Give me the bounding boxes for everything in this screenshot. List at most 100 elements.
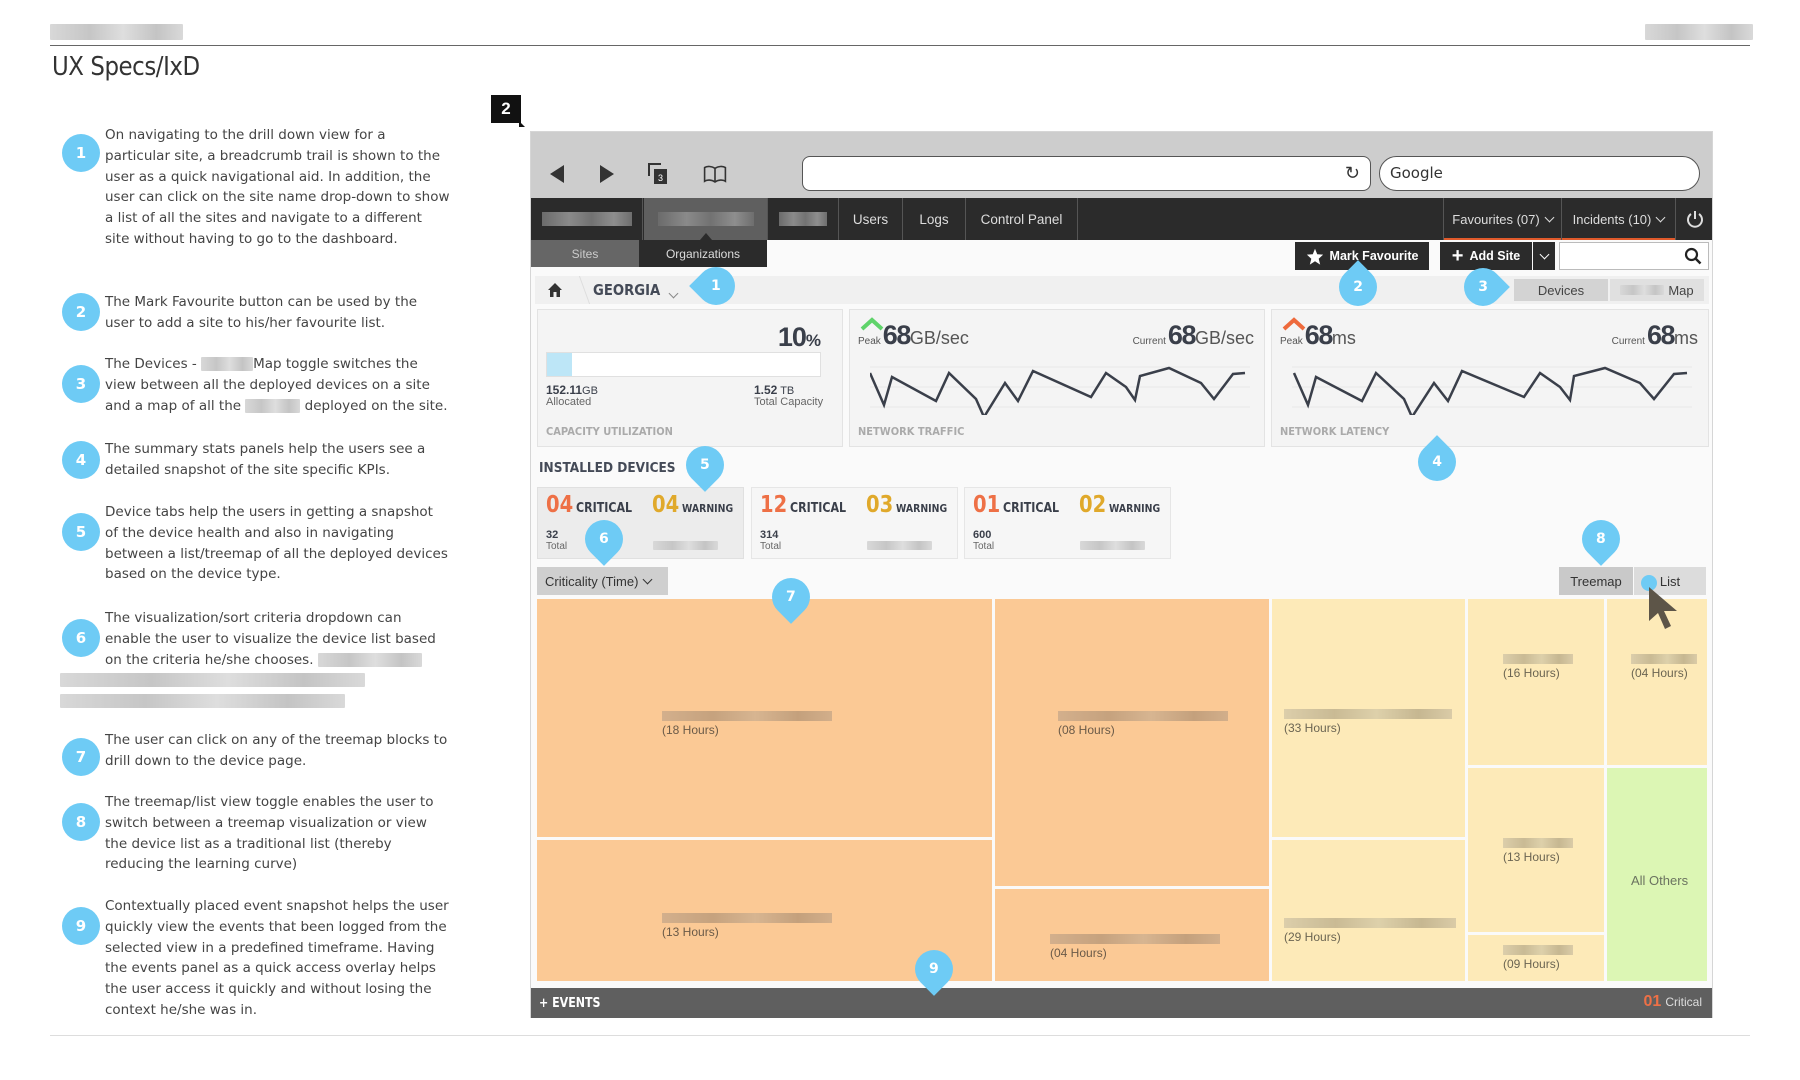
footer-divider [50, 1035, 1750, 1036]
device-tab-2[interactable]: 12 CRITICAL 03 WARNING 314 Total [751, 487, 958, 559]
criteria-label: Criticality (Time) [545, 573, 639, 589]
note-badge: 2 [62, 293, 100, 331]
nav-item-redacted-2[interactable] [644, 198, 768, 240]
treemap-cell[interactable]: (18 Hours) [537, 599, 992, 837]
events-toggle[interactable]: + EVENTS [539, 996, 601, 1011]
star-icon [1306, 248, 1323, 265]
bookmarks-icon[interactable] [703, 162, 727, 186]
add-site-button[interactable]: + Add Site [1440, 242, 1532, 270]
note-text: The visualization/sort criteria dropdown… [60, 608, 450, 712]
click-indicator [1641, 575, 1657, 591]
favourites-dropdown[interactable]: Favourites (07) [1443, 198, 1561, 240]
map-toggle[interactable]: Map [1610, 279, 1704, 301]
header-divider [50, 45, 1750, 46]
breadcrumb-separator [565, 276, 591, 304]
capacity-progress-bar [546, 352, 821, 377]
mouse-cursor-icon [1649, 587, 1677, 629]
network-traffic-panel: Peak 68 GB/sec Current 68 GB/sec NETWORK TRA… [849, 309, 1265, 447]
treemap-cell[interactable]: (33 Hours) [1272, 599, 1465, 837]
traffic-sparkline [870, 366, 1250, 415]
redacted-header-left [50, 24, 183, 40]
treemap-cell-all-others[interactable]: All Others [1607, 768, 1707, 981]
trend-up-icon [860, 317, 884, 331]
trend-up-icon [1282, 317, 1306, 331]
redacted-text [60, 673, 365, 688]
treemap-cell[interactable]: (13 Hours) [1468, 768, 1604, 932]
device-tab-1[interactable]: 04 CRITICAL 04 WARNING 32 Total [537, 487, 744, 559]
treemap-toggle[interactable]: Treemap [1559, 567, 1633, 595]
nav-item-redacted-1[interactable] [531, 198, 643, 240]
capacity-percent: 10% [777, 322, 821, 352]
device-total: 600 Total [973, 529, 995, 553]
devices-toggle[interactable]: Devices [1514, 279, 1608, 301]
note-text-part: deployed on the site. [304, 397, 448, 414]
chevron-down-icon [1655, 212, 1666, 222]
treemap-cell[interactable]: (13 Hours) [537, 840, 992, 981]
reload-icon[interactable]: ↻ [1344, 163, 1360, 183]
treemap-cell[interactable]: (16 Hours) [1468, 599, 1604, 765]
chevron-down-icon [642, 574, 653, 584]
redacted-text [317, 652, 422, 667]
nav-item-control-panel[interactable]: Control Panel [966, 198, 1078, 240]
treemap-cell[interactable]: (08 Hours) [995, 599, 1269, 886]
peak-value: Peak 68 ms [1280, 317, 1356, 351]
site-search-input[interactable] [1559, 242, 1709, 270]
device-tab-3[interactable]: 01 CRITICAL 02 WARNING 600 Total [964, 487, 1171, 559]
site-name-dropdown[interactable]: GEORGIA [593, 281, 661, 299]
nav-item-redacted-3[interactable] [768, 198, 839, 240]
chevron-down-icon [1544, 212, 1555, 222]
note-text: Device tabs help the users in getting a … [105, 504, 448, 583]
allocated-value: 152.11GB Allocated [546, 383, 598, 408]
capacity-panel: 10% 152.11GB Allocated 1.52 TB Total Capac… [537, 309, 843, 447]
note-text: On navigating to the drill down view for… [105, 127, 450, 247]
device-total: 314 Total [760, 529, 782, 553]
nav-item-logs[interactable]: Logs [903, 198, 966, 240]
events-bar[interactable]: + EVENTS 01 Critical [531, 988, 1712, 1018]
forward-icon[interactable] [595, 162, 619, 186]
browser-chrome: 3 ↻ Google [531, 132, 1712, 198]
add-site-label: Add Site [1469, 249, 1521, 263]
sub-navigation: Sites Organizations [531, 240, 767, 267]
network-latency-panel: Peak 68 ms Current 68 ms NETWORK LATENCY [1271, 309, 1709, 447]
nav-item-users[interactable]: Users [839, 198, 903, 240]
home-icon[interactable] [547, 282, 563, 298]
power-button[interactable] [1675, 198, 1713, 240]
criteria-dropdown[interactable]: Criticality (Time) [537, 567, 668, 595]
subnav-sites[interactable]: Sites [531, 240, 639, 267]
redacted-header-right [1645, 24, 1753, 40]
total-capacity-value: 1.52 TB Total Capacity [754, 383, 824, 408]
app-navbar: Users Logs Control Panel Favourites (07)… [531, 198, 1712, 240]
treemap-cell[interactable]: (04 Hours) [1607, 599, 1707, 765]
device-tab-counts: 01 CRITICAL 02 WARNING [973, 492, 1161, 518]
search-icon [1684, 247, 1702, 265]
treemap-cell[interactable]: (04 Hours) [995, 889, 1269, 981]
document-title: UX Specs/IxD [52, 52, 200, 82]
treemap-cell[interactable]: (09 Hours) [1468, 935, 1604, 981]
redacted-text [245, 398, 301, 413]
svg-text:3: 3 [658, 173, 663, 183]
chevron-down-icon[interactable] [668, 284, 679, 302]
url-input[interactable]: ↻ [802, 156, 1371, 191]
note-text: The summary stats panels help the users … [105, 441, 426, 478]
device-tab-counts: 04 CRITICAL 04 WARNING [546, 492, 734, 518]
note-badge: 6 [62, 619, 100, 657]
note-text: The Mark Favourite button can be used by… [105, 294, 418, 331]
treemap-cell[interactable]: (29 Hours) [1272, 840, 1465, 981]
note-badge: 8 [62, 803, 100, 841]
add-site-dropdown[interactable] [1533, 242, 1555, 270]
note-badge: 5 [62, 513, 100, 551]
browser-search-input[interactable]: Google [1379, 156, 1700, 191]
current-value: Current 68 GB/sec [1132, 320, 1254, 350]
peak-value: Peak 68 GB/sec [858, 317, 969, 351]
power-icon [1686, 211, 1703, 228]
redacted-device-type [1080, 541, 1145, 550]
back-icon[interactable] [545, 162, 569, 186]
latency-sparkline [1292, 366, 1692, 415]
subnav-organizations[interactable]: Organizations [639, 240, 767, 267]
device-treemap: (18 Hours) (13 Hours) (08 Hours) (04 Hou… [537, 599, 1707, 981]
note-text: Contextually placed event snapshot helps… [105, 898, 449, 1018]
note-text-part: The Devices - [105, 356, 197, 372]
note-badge: 3 [62, 365, 100, 403]
incidents-dropdown[interactable]: Incidents (10) [1561, 198, 1675, 240]
tabs-icon[interactable]: 3 [647, 162, 671, 186]
